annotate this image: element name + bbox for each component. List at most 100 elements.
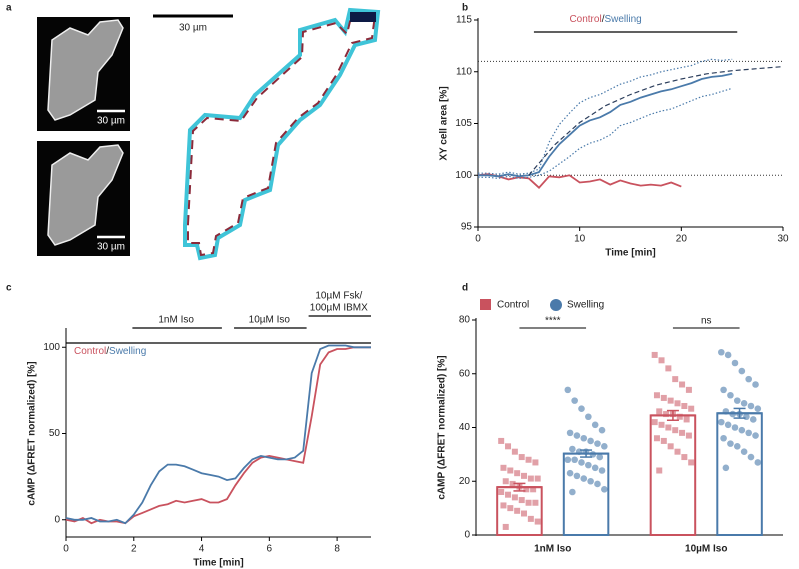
y-tick-label: 110	[456, 66, 472, 77]
data-point	[656, 408, 663, 415]
data-point	[534, 518, 541, 525]
data-point	[733, 397, 741, 404]
y-axis-label: XY cell area [%]	[439, 86, 450, 160]
data-point	[667, 443, 674, 450]
data-point	[665, 424, 672, 431]
data-point	[564, 456, 572, 464]
data-point	[754, 405, 762, 412]
panel-label: d	[462, 283, 468, 294]
data-point	[663, 411, 670, 418]
data-point	[518, 497, 525, 504]
data-point	[731, 424, 739, 431]
data-point	[688, 405, 695, 412]
data-point	[578, 405, 585, 412]
data-point	[660, 394, 667, 401]
data-point	[720, 386, 727, 394]
y-tick-label: 0	[464, 530, 470, 541]
x-tick-label: 20	[676, 234, 688, 245]
data-point	[530, 486, 537, 493]
legend: Control/Swelling	[569, 14, 641, 25]
series-line	[478, 87, 733, 180]
data-point	[534, 475, 541, 482]
series-line	[528, 66, 784, 176]
data-point	[521, 510, 528, 517]
data-point	[571, 456, 578, 464]
data-point	[685, 432, 692, 439]
data-point	[674, 400, 681, 407]
data-point	[651, 351, 658, 358]
data-point	[594, 440, 601, 447]
data-point	[679, 429, 686, 436]
data-point	[507, 467, 514, 474]
data-point	[532, 459, 539, 466]
data-point	[724, 421, 732, 429]
data-point	[594, 480, 601, 488]
data-point	[738, 367, 746, 375]
panel-label: c	[6, 283, 12, 294]
data-point	[507, 505, 514, 512]
data-point	[587, 477, 594, 485]
data-point	[527, 515, 534, 522]
data-point	[532, 499, 539, 506]
data-point	[573, 472, 581, 480]
data-point	[566, 429, 574, 437]
x-tick-label: 6	[267, 544, 273, 555]
data-point	[672, 427, 679, 434]
data-point	[601, 486, 608, 493]
x-tick-label: 0	[63, 544, 69, 555]
data-point	[731, 359, 739, 367]
x-tick-label: 10µM Iso	[685, 544, 727, 555]
data-point	[720, 434, 727, 442]
data-point	[569, 445, 576, 453]
data-point	[738, 426, 746, 434]
y-tick-label: 0	[54, 514, 60, 525]
data-point	[569, 488, 576, 496]
data-point	[514, 470, 521, 477]
data-point	[679, 381, 686, 388]
data-point	[571, 397, 578, 404]
y-tick-label: 40	[459, 422, 471, 433]
legend-marker	[480, 299, 491, 310]
series-line	[65, 344, 371, 525]
data-point	[505, 491, 512, 498]
legend-entry: Swelling	[109, 346, 146, 357]
legend-marker	[550, 299, 562, 311]
cell-overlap	[350, 12, 376, 22]
cell-image	[47, 144, 124, 246]
data-point	[511, 494, 518, 501]
panel-label: a	[6, 3, 12, 14]
legend: Control/Swelling	[74, 346, 146, 357]
y-tick-label: 60	[459, 368, 471, 379]
data-point	[580, 434, 588, 442]
data-point	[749, 416, 757, 423]
x-tick-label: 2	[131, 544, 137, 555]
y-tick-label: 105	[455, 118, 472, 129]
data-point	[674, 448, 681, 455]
data-point	[658, 421, 665, 428]
y-axis-label: cAMP (ΔFRET normalized) [%]	[437, 355, 448, 499]
data-point	[509, 480, 516, 487]
y-tick-label: 100	[455, 170, 472, 181]
data-point	[745, 375, 752, 383]
data-point	[667, 397, 674, 404]
data-point	[502, 478, 509, 485]
stimulus-label: 10µM Fsk/	[315, 291, 362, 302]
legend-entry: Control	[497, 300, 529, 311]
data-point	[566, 469, 574, 477]
data-point	[745, 429, 752, 437]
scale-bar-label: 30 µm	[97, 242, 125, 253]
data-point	[685, 386, 692, 393]
stimulus-label: 1nM Iso	[158, 315, 194, 326]
data-point	[585, 461, 592, 469]
data-point	[724, 351, 732, 359]
data-point	[740, 400, 748, 407]
legend-entry: Swelling	[567, 300, 604, 311]
data-point	[718, 348, 725, 356]
data-point	[752, 381, 759, 388]
cell-outline-shift	[187, 11, 377, 257]
data-point	[596, 453, 604, 461]
x-tick-label: 10	[574, 234, 586, 245]
data-point	[591, 464, 599, 472]
data-point	[722, 464, 730, 472]
